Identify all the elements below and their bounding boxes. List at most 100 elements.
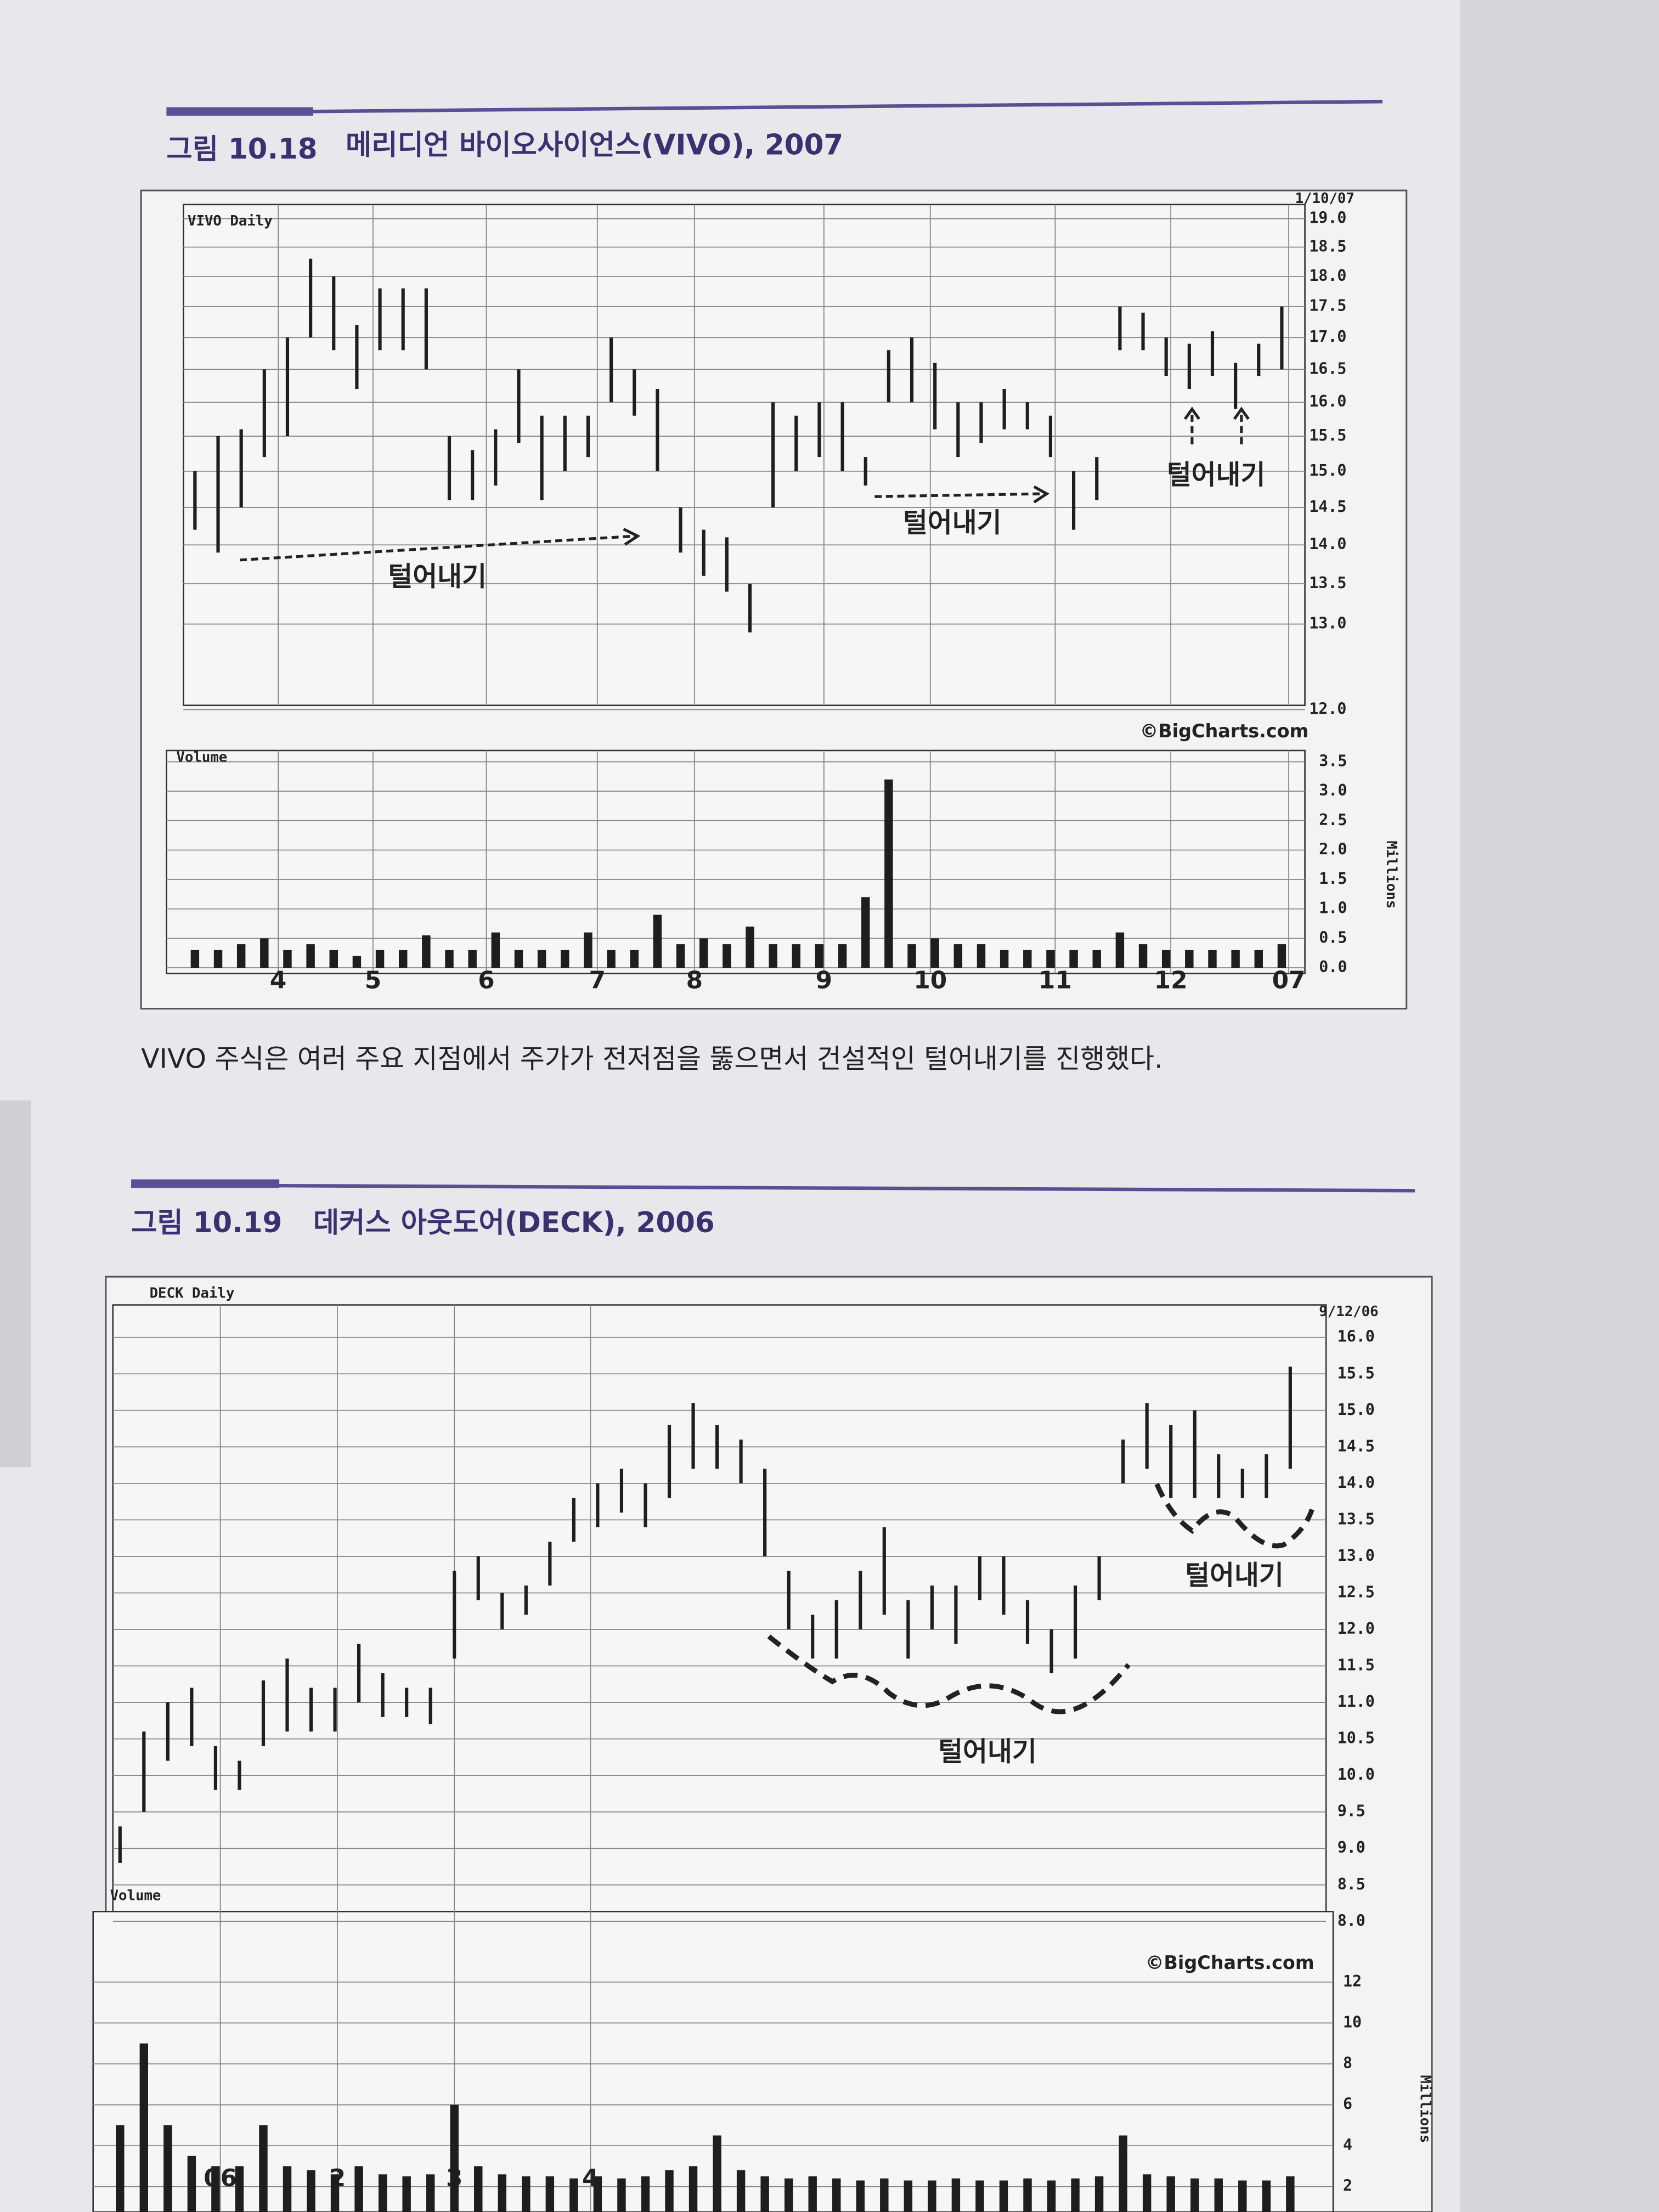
volume-tick-label: 10: [1343, 2013, 1362, 2031]
volume-bar: [1262, 2180, 1271, 2212]
volume-bar: [653, 915, 662, 968]
x-tick-label: 06: [204, 2164, 237, 2192]
volume-bar: [1190, 2178, 1199, 2212]
volume-bar: [1231, 950, 1240, 968]
y-tick-label: 19.0: [1309, 209, 1346, 227]
volume-bar: [498, 2174, 507, 2212]
volume-bar: [838, 944, 847, 968]
volume-bar: [1166, 2176, 1175, 2212]
volume-bar: [1023, 950, 1032, 968]
volume-bar: [211, 2166, 220, 2212]
volume-panel: [166, 749, 1306, 974]
volume-bar: [213, 950, 223, 968]
volume-tick-label: 1.0: [1319, 899, 1347, 917]
volume-tick-label: 2.0: [1319, 840, 1347, 858]
arrow-head: [623, 527, 641, 546]
volume-bar: [832, 2178, 841, 2212]
volume-bar: [378, 2174, 387, 2212]
volume-bar: [930, 938, 939, 968]
y-tick-label: 18.5: [1309, 238, 1346, 256]
volume-bar: [928, 2180, 936, 2212]
legend-volume: Volume: [110, 1888, 161, 1904]
volume-bar: [545, 2176, 555, 2212]
y-tick-label: 10.5: [1338, 1729, 1375, 1747]
y-tick-label: 11.5: [1338, 1656, 1375, 1674]
volume-bar: [792, 944, 800, 968]
y-tick-label: 13.0: [1309, 614, 1346, 633]
y-tick-label: 15.0: [1338, 1401, 1375, 1419]
y-tick-label: 13.5: [1309, 574, 1346, 592]
annotation-marker: [239, 534, 635, 562]
volume-bar: [904, 2180, 913, 2212]
y-tick-label: 12.5: [1338, 1583, 1375, 1601]
volume-bar: [514, 950, 523, 968]
volume-bar: [641, 2176, 650, 2212]
volume-bar: [815, 944, 824, 968]
x-tick-label: 7: [589, 967, 606, 995]
volume-bar: [491, 932, 500, 968]
annotation: 털어내기: [1185, 1560, 1284, 1591]
volume-bar: [330, 2174, 340, 2212]
volume-bar: [1046, 950, 1055, 968]
volume-bar: [1069, 950, 1078, 968]
volume-bar: [1115, 932, 1125, 968]
volume-bar: [713, 2135, 721, 2212]
volume-bar: [951, 2178, 961, 2212]
volume-bar: [760, 2176, 769, 2212]
x-tick-label: 6: [478, 967, 494, 995]
volume-bar: [1071, 2178, 1080, 2212]
volume-bar: [769, 944, 777, 968]
chart-date: 1/10/07: [1295, 190, 1355, 207]
volume-bar: [975, 2180, 984, 2212]
y-tick-label: 14.0: [1338, 1474, 1375, 1492]
chart-source: ©BigCharts.com: [1140, 720, 1309, 742]
volume-bar: [1094, 2176, 1104, 2212]
y-tick-label: 15.5: [1338, 1364, 1375, 1382]
y-tick-label: 17.0: [1309, 328, 1346, 346]
volume-tick-label: 0.5: [1319, 928, 1347, 946]
y-tick-label: 17.5: [1309, 297, 1346, 315]
volume-bar: [402, 2176, 411, 2212]
volume-bar: [426, 2174, 435, 2212]
volume-bar: [736, 2170, 746, 2212]
volume-bar: [607, 950, 616, 968]
volume-bar: [283, 2166, 292, 2212]
legend-price: DECK Daily: [150, 1285, 235, 1302]
header-rule: [131, 1183, 1415, 1193]
volume-bar: [1254, 950, 1263, 968]
volume-bar: [283, 950, 292, 968]
volume-bar: [468, 950, 477, 968]
header-rule-accent: [166, 107, 313, 116]
x-tick-label: 8: [686, 967, 703, 995]
price-panel: [183, 204, 1306, 706]
volume-bar: [808, 2176, 817, 2212]
figure-caption: VIVO 주식은 여러 주요 지점에서 주가가 전저점을 뚫으면서 건설적인 털…: [141, 1043, 1163, 1075]
volume-bar: [306, 944, 315, 968]
page-edge: [1460, 0, 1659, 2212]
volume-bar: [630, 950, 639, 968]
annotation: 털어내기: [903, 507, 1002, 539]
y-tick-label: 16.5: [1309, 359, 1346, 377]
volume-bar: [699, 938, 708, 968]
volume-bar: [375, 950, 385, 968]
volume-bar: [522, 2176, 531, 2212]
volume-bar: [953, 944, 963, 968]
volume-bar: [884, 779, 893, 968]
volume-bar: [445, 950, 454, 968]
volume-bar: [561, 950, 569, 968]
volume-unit: Millions: [1417, 2075, 1434, 2143]
volume-bar: [352, 956, 362, 968]
y-tick-label: 13.0: [1338, 1547, 1375, 1565]
figure-title: 데커스 아웃도어(DECK), 2006: [313, 1206, 715, 1239]
volume-bar: [1214, 2178, 1223, 2212]
volume-bar: [856, 2180, 865, 2212]
volume-tick-label: 3.0: [1319, 781, 1347, 799]
volume-bar: [676, 944, 685, 968]
volume-bar: [880, 2178, 889, 2212]
volume-tick-label: 8: [1343, 2054, 1352, 2072]
volume-bar: [163, 2125, 172, 2212]
volume-bar: [977, 944, 986, 968]
volume-bar: [907, 944, 916, 968]
